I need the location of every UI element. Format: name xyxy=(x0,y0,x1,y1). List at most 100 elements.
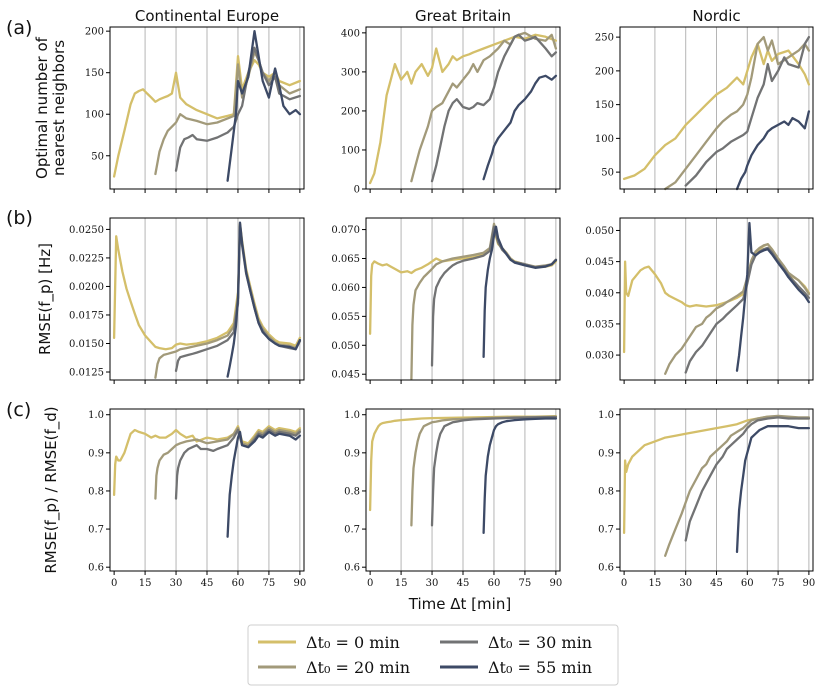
x-tick-label: 45 xyxy=(457,578,470,589)
y-tick-label: 0.045 xyxy=(331,370,360,381)
y-tick-label: 0.035 xyxy=(585,319,614,330)
legend-label: Δt₀ = 0 min xyxy=(306,633,400,652)
series-line xyxy=(482,74,558,181)
y-tick-label: 0.8 xyxy=(344,486,360,497)
y-tick-label: 200 xyxy=(341,106,360,117)
y-tick-label: 50 xyxy=(91,151,104,162)
x-tick-label: 30 xyxy=(170,578,183,589)
y-tick-label: 150 xyxy=(85,68,104,79)
series-line xyxy=(735,110,811,191)
y-tick-label: 0.065 xyxy=(331,254,360,265)
series-line xyxy=(735,221,811,372)
y-tick-label: 0.040 xyxy=(585,288,614,299)
x-tick-label: 90 xyxy=(803,578,816,589)
panel: 0 100 200 300 400 xyxy=(341,26,561,196)
x-tick-label: 30 xyxy=(679,578,692,589)
y-tick-label: 0.6 xyxy=(88,563,104,574)
series-line xyxy=(112,222,302,351)
panel: 0.0125 0.0150 0.0175 0.0200 0.0225 0.0250 xyxy=(69,217,305,384)
y-tick-label: 0.6 xyxy=(344,563,360,574)
y-tick-label: 0.9 xyxy=(344,448,360,459)
x-tick-label: 30 xyxy=(426,578,439,589)
y-tick-label: 0.055 xyxy=(331,312,360,323)
row-label: (c) xyxy=(6,399,31,421)
series-line xyxy=(112,425,302,496)
y-tick-label: 100 xyxy=(595,134,614,145)
series-line xyxy=(664,414,811,557)
column-title: Nordic xyxy=(692,7,740,25)
panel: 0 15 30 45 60 75 90 0.6 0.7 0.8 0.9 1.0 xyxy=(344,408,562,589)
y-tick-label: 0.0250 xyxy=(69,225,104,236)
x-tick-label: 45 xyxy=(710,578,723,589)
column-title: Continental Europe xyxy=(135,7,279,25)
x-tick-label: 15 xyxy=(139,578,152,589)
x-tick-label: 90 xyxy=(294,578,307,589)
column-title: Great Britain xyxy=(415,7,511,25)
y-tick-label: 1.0 xyxy=(88,410,104,421)
y-tick-label: 150 xyxy=(595,100,614,111)
series-line xyxy=(174,428,302,500)
series-line xyxy=(482,417,558,535)
series-line xyxy=(430,415,558,527)
legend: Δt₀ = 0 min Δt₀ = 20 min Δt₀ = 30 min Δt₀ =… xyxy=(247,624,619,686)
y-tick-label: 100 xyxy=(341,145,360,156)
panel: 0.045 0.050 0.055 0.060 0.065 0.070 xyxy=(331,217,561,384)
x-tick-label: 15 xyxy=(395,578,408,589)
x-tick-label: 75 xyxy=(772,578,785,589)
x-tick-label: 0 xyxy=(111,578,117,589)
y-tick-label: 0.7 xyxy=(88,525,104,536)
y-axis-label: nearest neighbors xyxy=(50,40,68,176)
x-tick-label: 60 xyxy=(741,578,754,589)
y-tick-label: 0.7 xyxy=(344,525,360,536)
series-line xyxy=(430,33,558,183)
y-tick-label: 0.0150 xyxy=(69,339,104,350)
series-line xyxy=(226,430,302,538)
y-tick-label: 400 xyxy=(341,28,360,39)
panel: 0.030 0.035 0.040 0.045 0.050 xyxy=(585,217,814,384)
y-tick-label: 1.0 xyxy=(598,410,614,421)
series-line xyxy=(684,416,811,542)
y-tick-label: 300 xyxy=(341,67,360,78)
x-tick-label: 60 xyxy=(488,578,501,589)
y-tick-label: 0.0175 xyxy=(69,310,104,321)
panel: 50 100 150 200 xyxy=(85,26,305,193)
x-tick-label: 0 xyxy=(367,578,373,589)
series-line xyxy=(226,221,302,378)
x-axis-label: Time Δt [min] xyxy=(408,595,511,613)
x-tick-label: 15 xyxy=(649,578,662,589)
y-tick-label: 0.050 xyxy=(585,226,614,237)
legend-label: Δt₀ = 55 min xyxy=(488,658,592,677)
x-tick-label: 75 xyxy=(519,578,532,589)
series-line xyxy=(684,35,811,187)
series-line xyxy=(482,225,558,359)
series-line xyxy=(410,31,558,183)
series-line xyxy=(664,35,811,191)
y-tick-label: 1.0 xyxy=(344,410,360,421)
series-line xyxy=(226,30,302,182)
y-tick-label: 0.030 xyxy=(585,351,614,362)
legend-frame xyxy=(247,624,619,686)
y-tick-label: 0.050 xyxy=(331,341,360,352)
y-axis-label: Optimal number of xyxy=(33,36,51,179)
series-line xyxy=(154,223,302,379)
x-tick-label: 75 xyxy=(263,578,276,589)
y-tick-label: 0.0125 xyxy=(69,368,104,379)
series-line xyxy=(154,426,302,500)
row-label: (a) xyxy=(6,17,32,39)
series-line xyxy=(664,243,811,375)
y-tick-label: 50 xyxy=(601,168,614,179)
series-line xyxy=(368,33,558,185)
panel: 50 100 150 200 250 xyxy=(595,26,814,193)
y-tick-label: 0.8 xyxy=(88,486,104,497)
y-tick-label: 0.9 xyxy=(598,448,614,459)
panel: 0 15 30 45 60 75 90 0.6 0.7 0.8 0.9 1.0 xyxy=(88,408,307,589)
x-tick-label: 60 xyxy=(232,578,245,589)
legend-label: Δt₀ = 20 min xyxy=(306,658,410,677)
y-tick-label: 0.060 xyxy=(331,283,360,294)
row-label: (b) xyxy=(6,207,33,229)
y-tick-label: 250 xyxy=(595,33,614,44)
series-line xyxy=(622,42,811,181)
legend-label: Δt₀ = 30 min xyxy=(488,633,592,652)
y-tick-label: 0.7 xyxy=(598,525,614,536)
